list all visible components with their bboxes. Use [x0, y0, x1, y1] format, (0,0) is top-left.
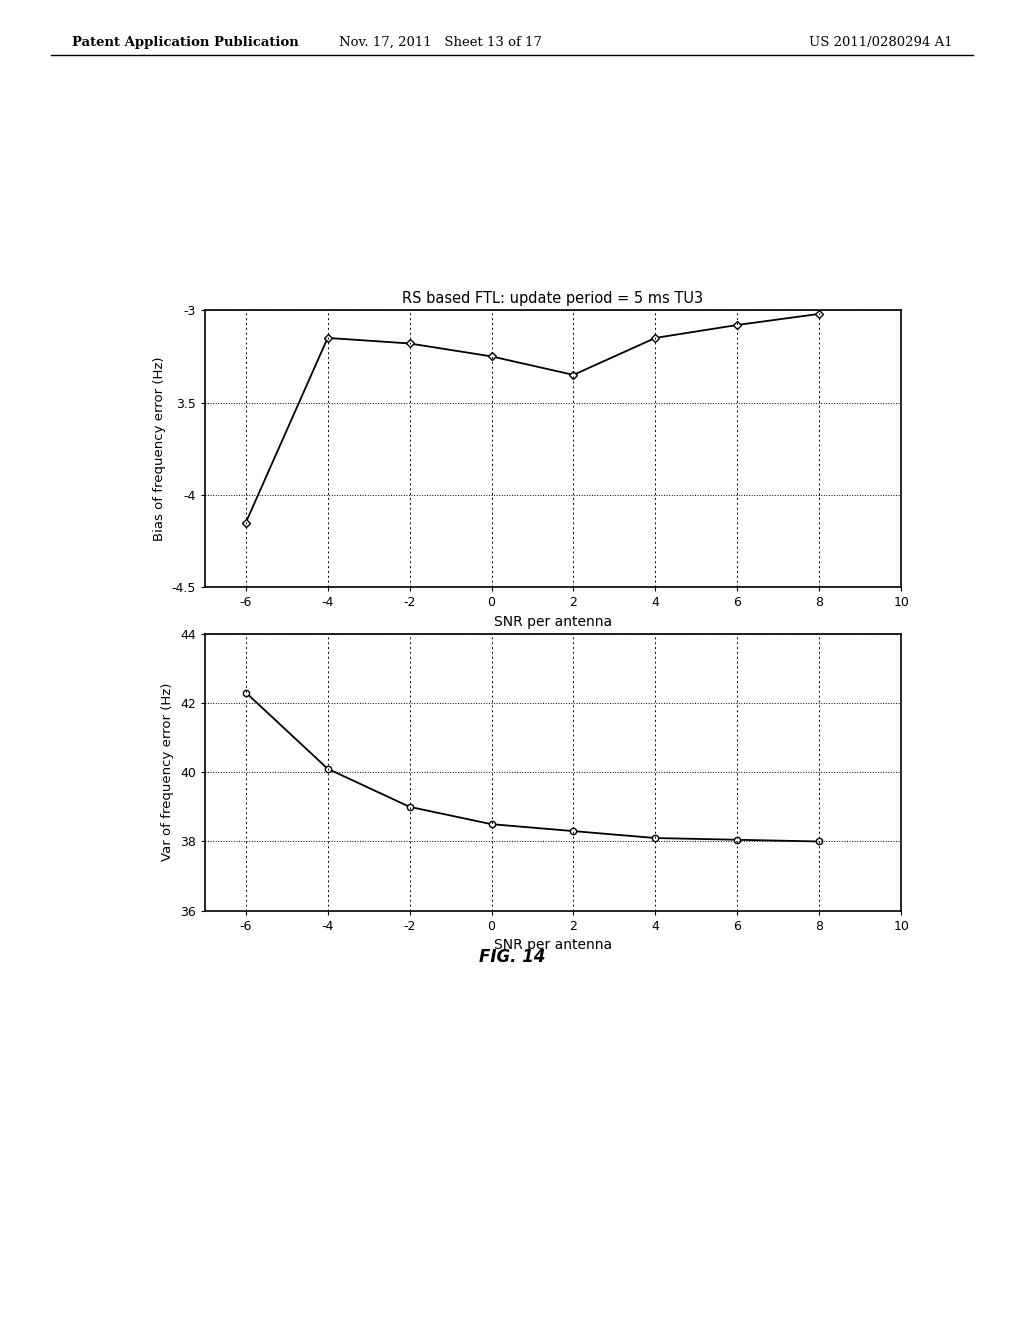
Y-axis label: Bias of frequency error (Hz): Bias of frequency error (Hz): [153, 356, 166, 541]
Text: US 2011/0280294 A1: US 2011/0280294 A1: [809, 36, 952, 49]
Text: Patent Application Publication: Patent Application Publication: [72, 36, 298, 49]
Text: FIG. 14: FIG. 14: [479, 948, 545, 966]
X-axis label: SNR per antenna: SNR per antenna: [494, 615, 612, 630]
X-axis label: SNR per antenna: SNR per antenna: [494, 939, 612, 953]
Title: RS based FTL: update period = 5 ms TU3: RS based FTL: update period = 5 ms TU3: [402, 292, 703, 306]
Y-axis label: Var of frequency error (Hz): Var of frequency error (Hz): [162, 682, 174, 862]
Text: Nov. 17, 2011   Sheet 13 of 17: Nov. 17, 2011 Sheet 13 of 17: [339, 36, 542, 49]
